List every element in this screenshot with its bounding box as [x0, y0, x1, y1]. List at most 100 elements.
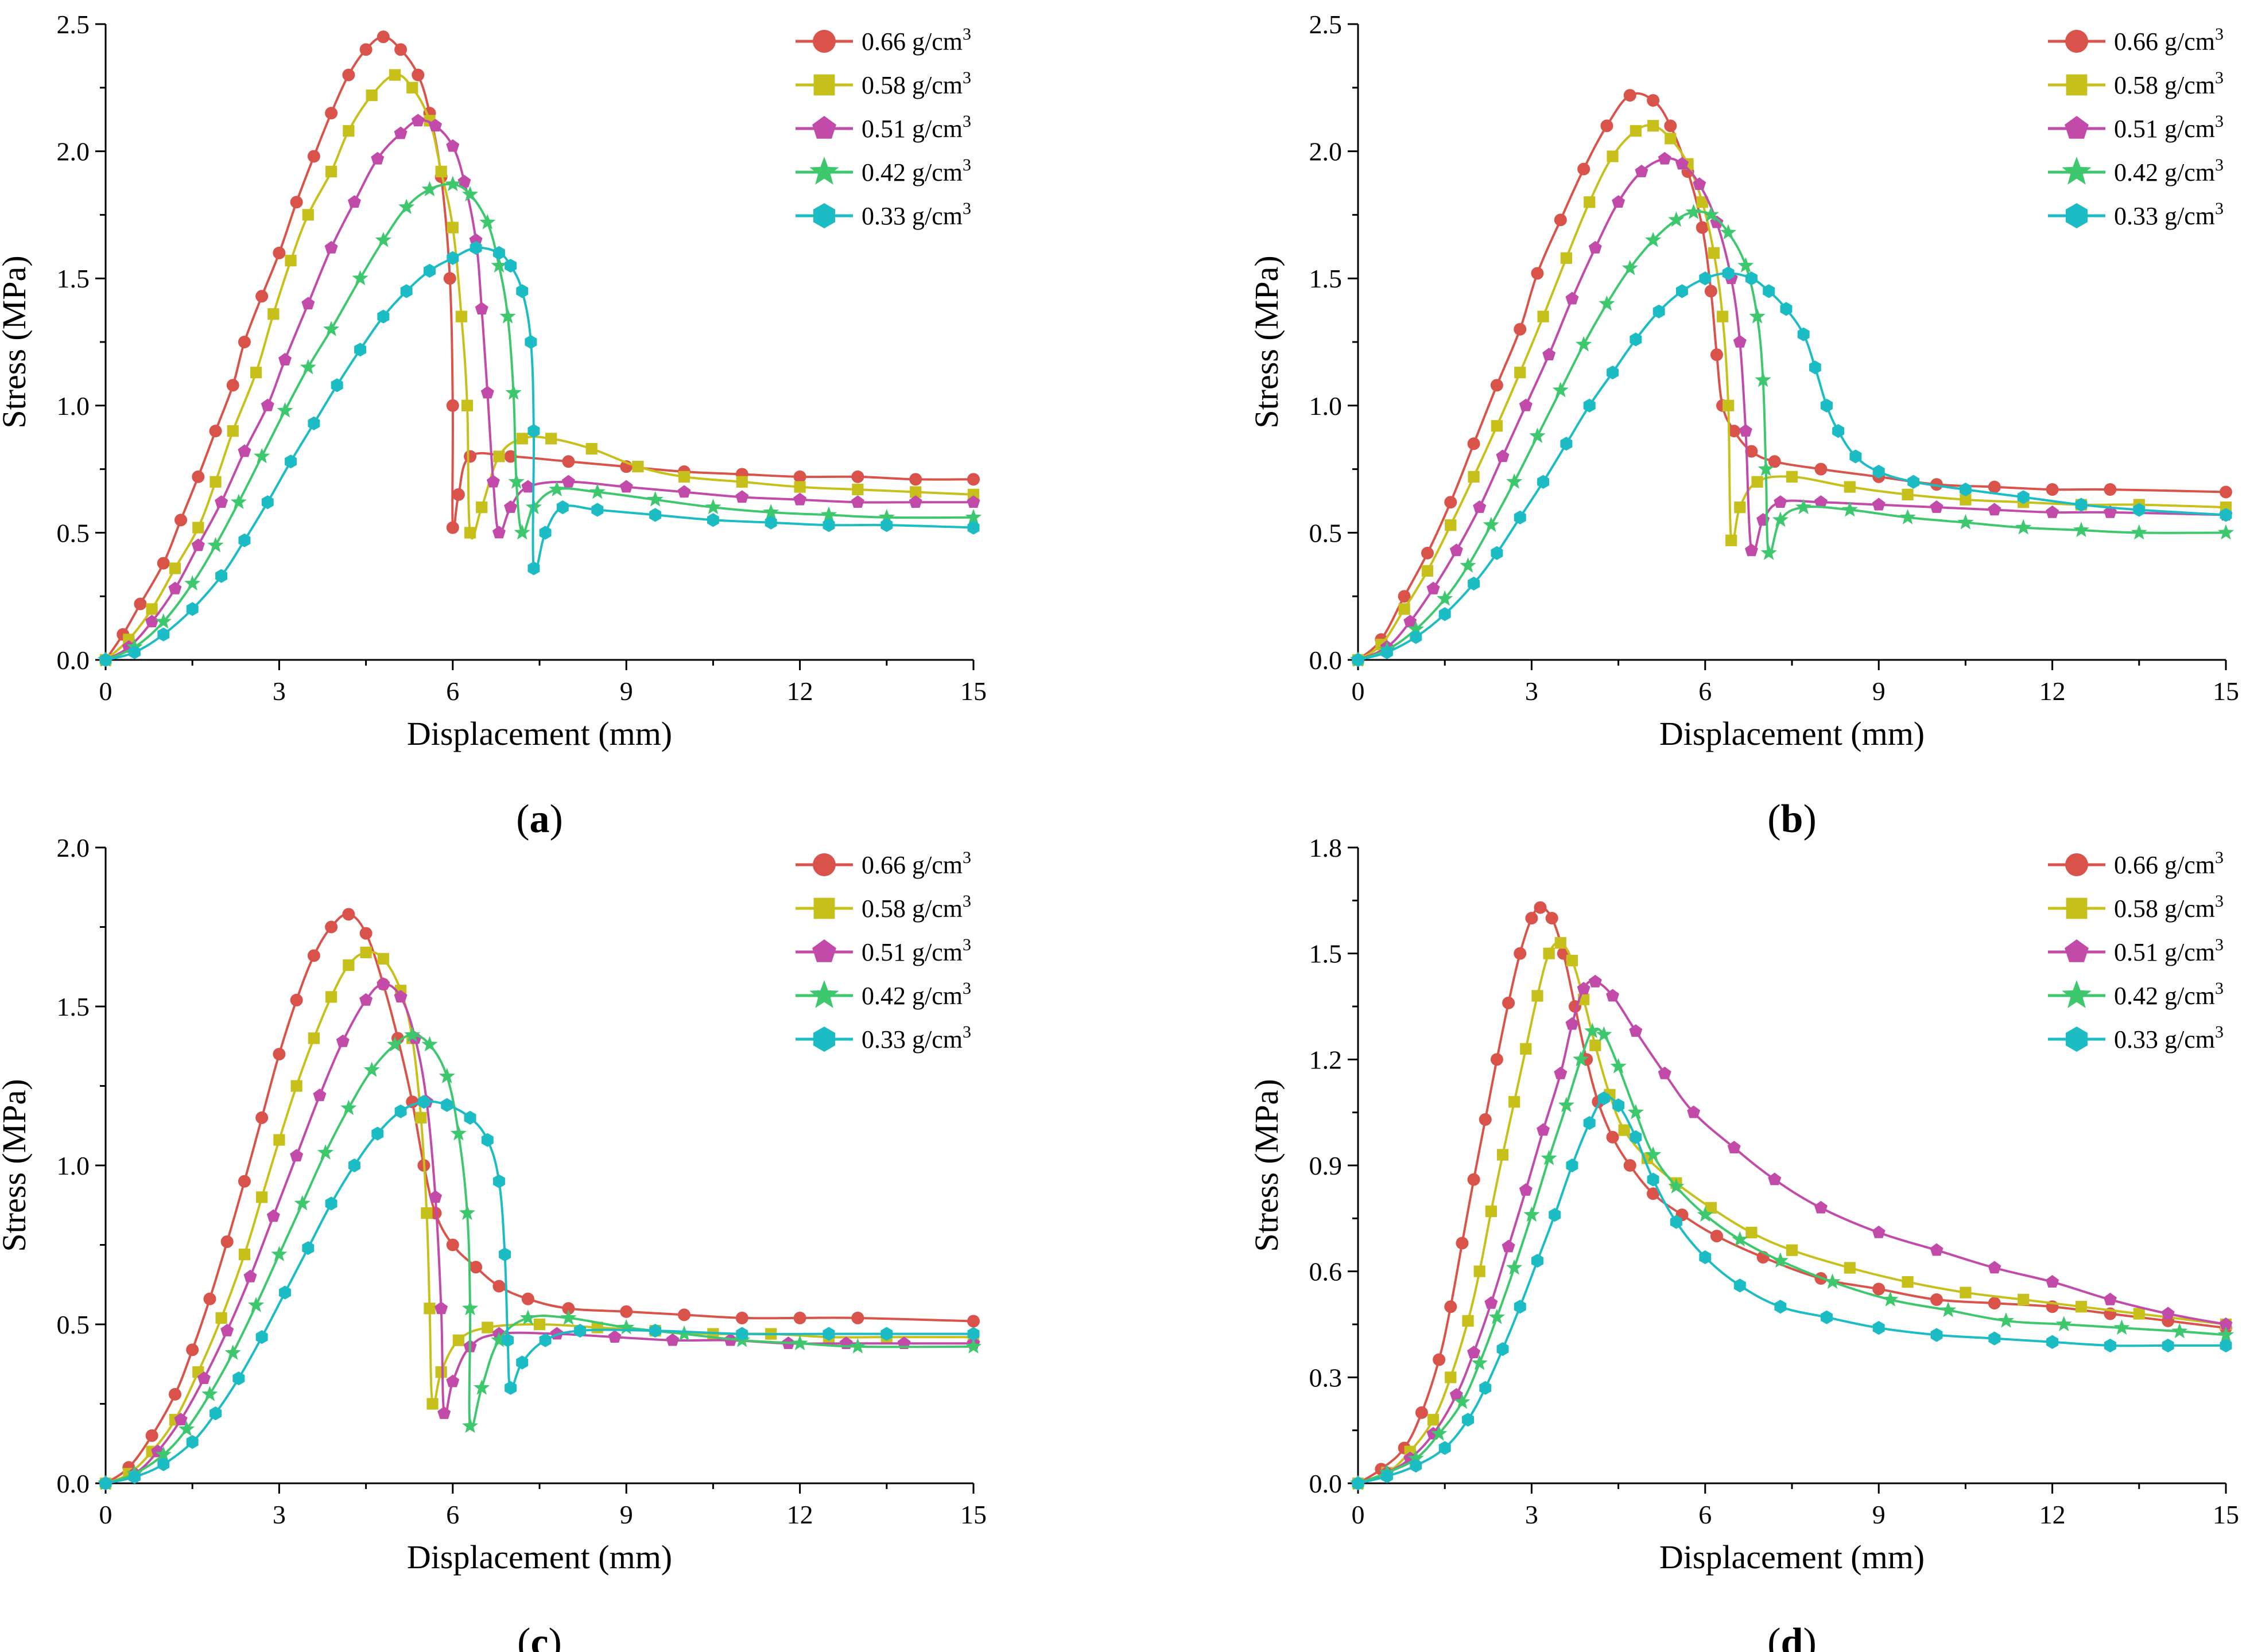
data-point	[1716, 310, 1729, 322]
x-tick-label: 6	[446, 1500, 459, 1529]
data-point	[1407, 620, 1424, 636]
series-line	[105, 1100, 973, 1484]
legend-item: 0.51 g/cm3	[796, 935, 971, 966]
data-point	[499, 308, 516, 324]
x-axis-label: Displacement (mm)	[1659, 715, 1925, 752]
data-point	[443, 272, 456, 285]
data-point	[273, 246, 286, 259]
legend-item: 0.42 g/cm3	[2048, 156, 2224, 186]
data-point	[429, 1190, 443, 1203]
data-point	[2220, 485, 2232, 499]
legend-marker	[2065, 853, 2088, 876]
data-point	[910, 486, 922, 498]
data-point	[1668, 1178, 1685, 1194]
data-point	[735, 1311, 748, 1324]
y-axis-label: Stress (MPa)	[1248, 1079, 1285, 1251]
data-point	[243, 1269, 257, 1282]
data-point	[1479, 1381, 1492, 1395]
data-point	[266, 1209, 280, 1222]
data-point	[411, 114, 425, 127]
data-point	[1506, 1259, 1523, 1275]
data-point	[649, 1323, 662, 1338]
y-axis-label: Stress (MPa)	[1248, 255, 1285, 428]
data-point	[1584, 1023, 1601, 1039]
x-tick-label: 0	[99, 1500, 113, 1529]
series-0.58	[99, 69, 980, 666]
data-point	[1496, 1342, 1509, 1356]
data-point	[1560, 252, 1572, 264]
data-point	[1760, 545, 1777, 560]
data-point	[2046, 483, 2059, 496]
data-point	[415, 1111, 427, 1124]
data-point	[226, 379, 239, 392]
data-point	[1531, 267, 1544, 280]
y-tick-label: 1.0	[1309, 391, 1343, 421]
data-point	[1566, 1158, 1578, 1173]
data-point	[1664, 119, 1677, 133]
data-point	[157, 627, 170, 642]
data-point	[271, 1246, 288, 1262]
data-point	[1483, 516, 1499, 532]
data-point	[492, 246, 505, 260]
data-point	[359, 993, 373, 1006]
data-point	[1696, 196, 1708, 208]
series-0.51	[99, 114, 980, 666]
data-point	[1454, 1393, 1471, 1409]
legend-item: 0.66 g/cm3	[2048, 25, 2224, 56]
data-point	[285, 454, 297, 469]
legend-label: 0.42 g/cm3	[862, 979, 971, 1010]
data-point	[1467, 1346, 1481, 1359]
legend-marker	[2065, 939, 2089, 962]
data-point	[792, 1335, 808, 1351]
data-point	[505, 1381, 517, 1395]
data-point	[2104, 1338, 2116, 1353]
data-point	[421, 181, 438, 197]
data-point	[256, 1191, 268, 1203]
panel-label: (d)	[1767, 1620, 1817, 1652]
data-point	[793, 492, 807, 506]
data-point	[421, 1036, 438, 1052]
data-point	[1541, 1149, 1557, 1165]
y-tick-label: 2.0	[1309, 137, 1343, 166]
data-point	[1438, 607, 1451, 621]
data-point	[469, 233, 483, 246]
data-point	[562, 1302, 575, 1315]
legend-marker	[813, 897, 835, 919]
data-point	[608, 1330, 622, 1343]
data-point	[273, 1048, 286, 1061]
data-point	[1824, 1273, 1841, 1289]
y-tick-label: 1.5	[1309, 264, 1343, 293]
legend-item: 0.42 g/cm3	[796, 156, 971, 186]
data-point	[1652, 304, 1665, 318]
data-point	[967, 1315, 980, 1328]
data-point	[482, 1321, 494, 1334]
data-point	[441, 1098, 453, 1112]
data-point	[2162, 1338, 2174, 1353]
data-point	[1737, 257, 1754, 273]
legend-marker	[2065, 30, 2088, 53]
data-point	[99, 652, 112, 667]
data-point	[128, 1470, 141, 1484]
data-point	[493, 450, 505, 462]
data-point	[1433, 1353, 1446, 1366]
data-point	[1520, 1043, 1532, 1055]
data-point	[1832, 424, 1845, 438]
data-point	[1514, 367, 1526, 379]
data-point	[1410, 1459, 1422, 1473]
data-point	[2104, 483, 2117, 496]
data-point	[1772, 1252, 1789, 1268]
series-0.42	[1349, 204, 2235, 667]
data-point	[168, 1387, 181, 1401]
data-point	[1733, 1278, 1746, 1293]
data-point	[735, 490, 749, 503]
series-0.33	[1352, 1091, 2232, 1491]
x-tick-label: 9	[1872, 677, 1886, 706]
data-point	[461, 1300, 479, 1316]
data-point	[1558, 1097, 1574, 1113]
data-point	[585, 443, 598, 455]
legend-label: 0.51 g/cm3	[2114, 935, 2224, 966]
data-point	[1473, 1265, 1485, 1277]
data-point	[794, 481, 806, 493]
data-point	[1502, 1239, 1515, 1253]
data-point	[851, 470, 864, 483]
